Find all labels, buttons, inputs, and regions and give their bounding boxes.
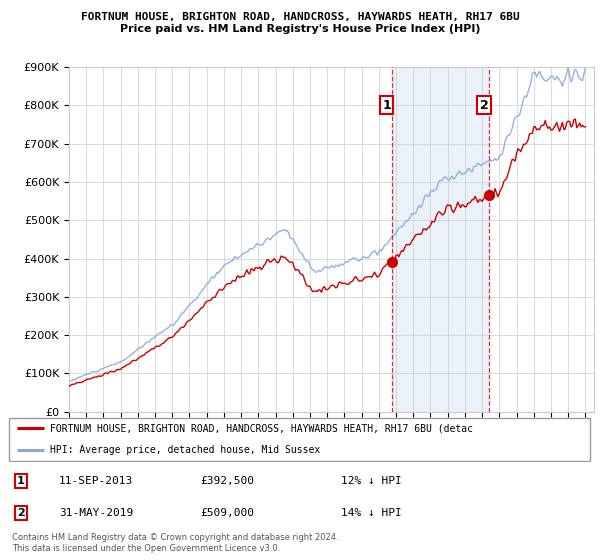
Text: 1: 1 xyxy=(17,476,25,486)
Text: 14% ↓ HPI: 14% ↓ HPI xyxy=(341,508,402,518)
Text: Contains HM Land Registry data © Crown copyright and database right 2024.
This d: Contains HM Land Registry data © Crown c… xyxy=(12,533,338,553)
Text: FORTNUM HOUSE, BRIGHTON ROAD, HANDCROSS, HAYWARDS HEATH, RH17 6BU (detac: FORTNUM HOUSE, BRIGHTON ROAD, HANDCROSS,… xyxy=(50,424,473,434)
Text: 2: 2 xyxy=(17,508,25,518)
Text: 31-MAY-2019: 31-MAY-2019 xyxy=(59,508,133,518)
Text: FORTNUM HOUSE, BRIGHTON ROAD, HANDCROSS, HAYWARDS HEATH, RH17 6BU: FORTNUM HOUSE, BRIGHTON ROAD, HANDCROSS,… xyxy=(80,12,520,22)
Text: 11-SEP-2013: 11-SEP-2013 xyxy=(59,476,133,486)
Text: 12% ↓ HPI: 12% ↓ HPI xyxy=(341,476,402,486)
Text: Price paid vs. HM Land Registry's House Price Index (HPI): Price paid vs. HM Land Registry's House … xyxy=(120,24,480,34)
FancyBboxPatch shape xyxy=(9,418,590,461)
Bar xyxy=(392,67,490,412)
Text: £392,500: £392,500 xyxy=(200,476,254,486)
Text: 2: 2 xyxy=(480,99,488,112)
Text: £509,000: £509,000 xyxy=(200,508,254,518)
Text: HPI: Average price, detached house, Mid Sussex: HPI: Average price, detached house, Mid … xyxy=(50,445,320,455)
Text: 1: 1 xyxy=(382,99,391,112)
